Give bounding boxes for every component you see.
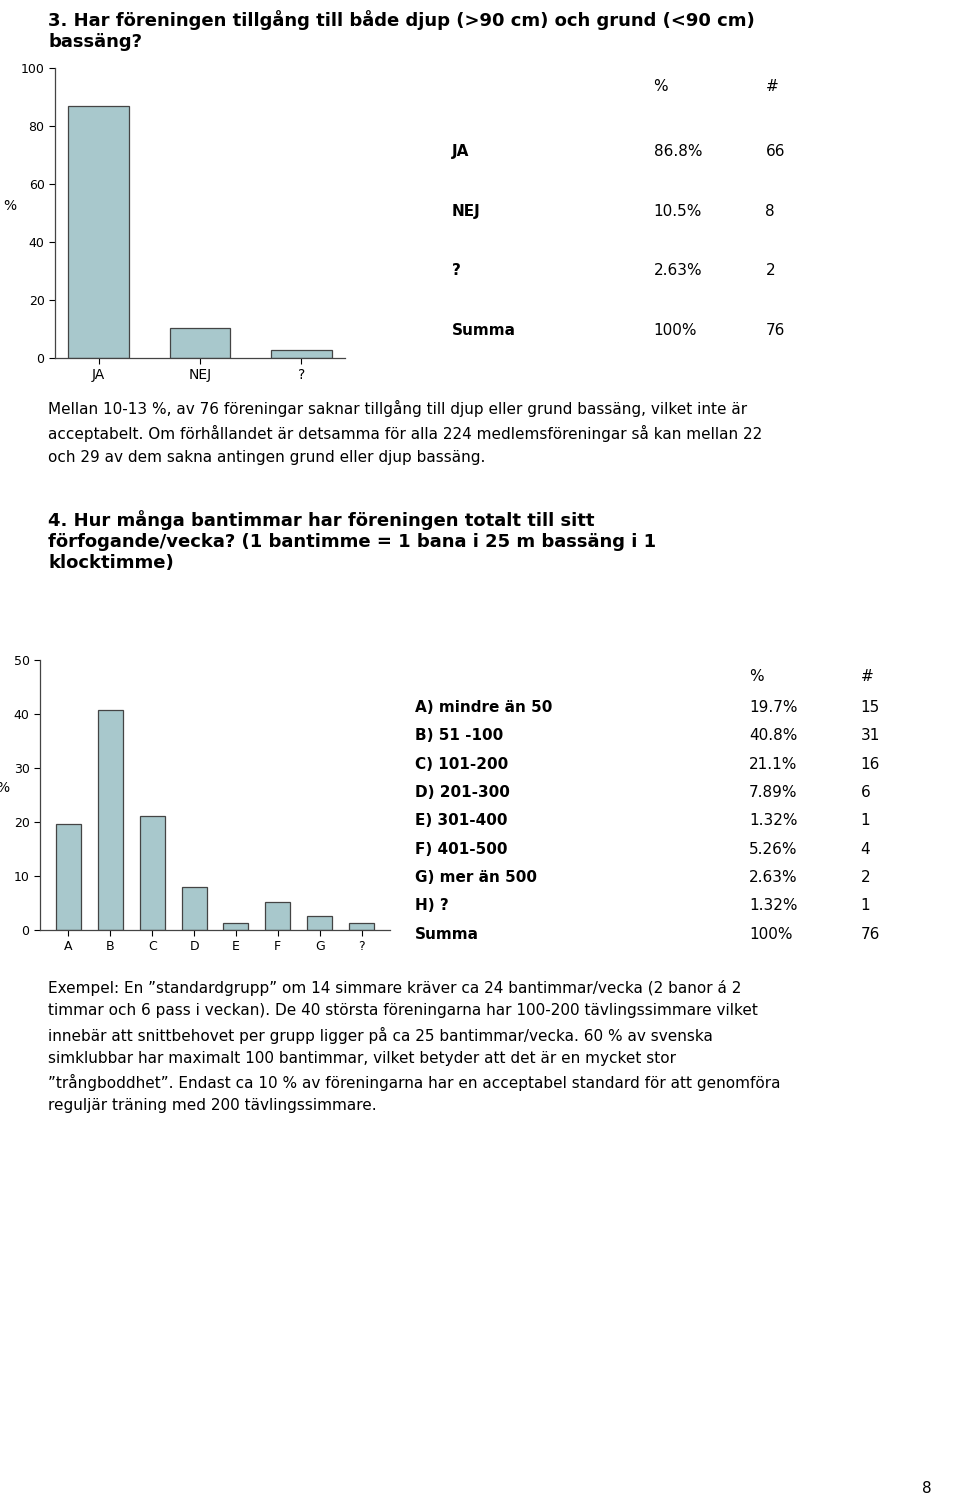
- Bar: [98, 710, 123, 930]
- Text: 86.8%: 86.8%: [654, 145, 702, 160]
- Text: B) 51 -100: B) 51 -100: [416, 728, 504, 743]
- Text: Mellan 10-13 %, av 76 föreningar saknar tillgång till djup eller grund bassäng, : Mellan 10-13 %, av 76 föreningar saknar …: [48, 399, 762, 464]
- Text: Exempel: En ”standardgrupp” om 14 simmare kräver ca 24 bantimmar/vecka (2 banor : Exempel: En ”standardgrupp” om 14 simmar…: [48, 980, 780, 1114]
- Text: 2: 2: [860, 870, 870, 885]
- Text: 40.8%: 40.8%: [749, 728, 798, 743]
- Text: 7.89%: 7.89%: [749, 785, 798, 800]
- Bar: [349, 922, 374, 930]
- Text: E) 301-400: E) 301-400: [416, 814, 508, 829]
- Text: %: %: [749, 669, 764, 684]
- Text: 76: 76: [765, 322, 784, 338]
- Text: 100%: 100%: [654, 322, 697, 338]
- Text: C) 101-200: C) 101-200: [416, 757, 509, 772]
- Text: 8: 8: [765, 203, 775, 219]
- Text: 1.32%: 1.32%: [749, 898, 798, 913]
- Text: G) mer än 500: G) mer än 500: [416, 870, 538, 885]
- Text: Summa: Summa: [416, 927, 479, 942]
- Text: D) 201-300: D) 201-300: [416, 785, 510, 800]
- Text: #: #: [765, 80, 779, 95]
- Text: 2: 2: [765, 264, 775, 279]
- Text: JA: JA: [451, 145, 468, 160]
- Text: 76: 76: [860, 927, 880, 942]
- Text: 1.32%: 1.32%: [749, 814, 798, 829]
- Text: 2.63%: 2.63%: [749, 870, 798, 885]
- Text: F) 401-500: F) 401-500: [416, 842, 508, 857]
- Bar: [271, 350, 332, 359]
- Text: ?: ?: [451, 264, 461, 279]
- Bar: [265, 901, 290, 930]
- Text: 10.5%: 10.5%: [654, 203, 702, 219]
- Text: 15: 15: [860, 699, 879, 714]
- Text: 100%: 100%: [749, 927, 793, 942]
- Text: #: #: [860, 669, 874, 684]
- Bar: [68, 107, 129, 359]
- Text: NEJ: NEJ: [451, 203, 480, 219]
- Y-axis label: %: %: [0, 781, 9, 796]
- Text: 66: 66: [765, 145, 785, 160]
- Bar: [307, 916, 332, 930]
- Text: 1: 1: [860, 814, 870, 829]
- Bar: [170, 327, 230, 359]
- Text: 8: 8: [922, 1481, 931, 1495]
- Text: %: %: [654, 80, 668, 95]
- Text: 19.7%: 19.7%: [749, 699, 798, 714]
- Text: A) mindre än 50: A) mindre än 50: [416, 699, 553, 714]
- Bar: [56, 824, 81, 930]
- Text: 21.1%: 21.1%: [749, 757, 798, 772]
- Text: 3. Har föreningen tillgång till både djup (>90 cm) och grund (<90 cm)
bassäng?: 3. Har föreningen tillgång till både dju…: [48, 11, 755, 51]
- Text: 16: 16: [860, 757, 880, 772]
- Text: Summa: Summa: [451, 322, 516, 338]
- Y-axis label: %: %: [3, 199, 16, 212]
- Bar: [181, 888, 206, 930]
- Text: 1: 1: [860, 898, 870, 913]
- Bar: [139, 817, 165, 930]
- Text: 5.26%: 5.26%: [749, 842, 798, 857]
- Text: 4. Hur många bantimmar har föreningen totalt till sitt
förfogande/vecka? (1 bant: 4. Hur många bantimmar har föreningen to…: [48, 509, 656, 571]
- Text: 2.63%: 2.63%: [654, 264, 702, 279]
- Text: 4: 4: [860, 842, 870, 857]
- Bar: [224, 922, 249, 930]
- Text: 31: 31: [860, 728, 880, 743]
- Text: 6: 6: [860, 785, 871, 800]
- Text: H) ?: H) ?: [416, 898, 449, 913]
